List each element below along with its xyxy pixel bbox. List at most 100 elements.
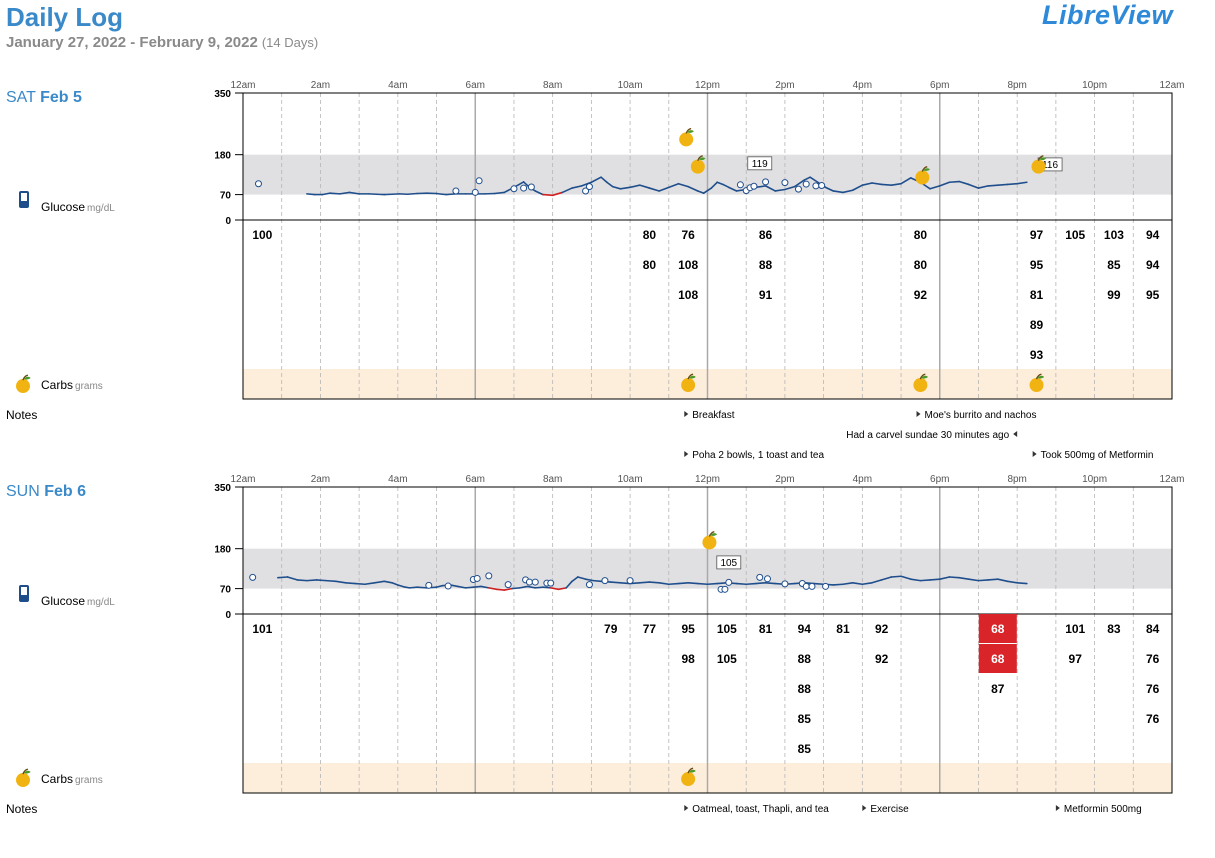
time-axis-label: 12am [1159,474,1184,485]
glucose-trace-segment [325,579,337,583]
apple-icon-body [681,378,696,393]
apple-icon-stem [685,127,692,134]
apple-icon-stem [708,530,715,537]
glucose-reading: 87 [991,682,1005,696]
glucose-trace-segment [722,183,730,189]
apple-icon-body [702,535,717,550]
time-axis-label: 4pm [853,80,872,91]
note-text: Metformin 500mg [1064,804,1142,815]
glucose-reading: 108 [678,288,698,302]
glucose-trace-segment [584,578,595,582]
glucose-reading: 85 [798,742,812,756]
glucose-scan-point [525,578,533,586]
glucose-trace-segment [648,581,660,584]
apple-icon-body [915,170,930,185]
glucose-reading: 108 [678,258,698,272]
glucose-reading: 76 [681,228,695,242]
glucose-trace-segment [580,181,593,187]
glucose-trace-segment [464,586,475,589]
glucose-trace-segment [774,188,786,192]
glucose-trace-segment [495,588,506,591]
glucose-trace-segment [1016,181,1028,185]
glucose-scan-point [444,582,452,590]
glucose-reading: 92 [914,288,928,302]
glucose-scan-point [781,179,789,187]
time-axis-label: 12pm [695,474,720,485]
y-axis-tick: 180 [214,545,231,556]
glucose-trace-segment [542,193,554,197]
carbs-apple-icon [16,768,31,788]
day-weekday: SUN [6,483,45,500]
glucose-trace-segment [824,186,835,192]
glucose-trace-segment [803,176,811,181]
glucose-trace-segment [755,581,767,585]
glucose-scan-point [585,183,593,191]
apple-icon-leaf [686,130,694,133]
glucose-trace-segment [697,190,705,194]
glucose-reading: 88 [798,652,812,666]
glucose-trace-segment [997,183,1009,186]
glucose-scan-point [547,579,555,587]
glucose-label-text: Glucose [41,200,86,214]
apple-icon-stem [687,767,694,774]
glucose-trace-segment [549,587,560,591]
time-axis-label: 6am [466,80,485,91]
glucose-reading: 76 [1146,682,1160,696]
glucose-scan-point [527,183,535,191]
apple-icon-body [16,379,30,394]
glucose-scan-point [520,184,528,192]
note-marker-icon [684,451,689,457]
glucose-trace-segment [606,181,614,188]
glucose-reading: 95 [1030,258,1044,272]
glucose-trace-segment [967,183,980,189]
day-chart-sat: 12am 2am 4am 6am 8am 10am 12pm 2pm 4pm 6pm 8pm 10pm… [214,80,1184,461]
glucose-reading: 92 [875,622,889,636]
glucose-reading: 91 [759,288,773,302]
time-axis-label: 8pm [1007,474,1026,485]
glucose-reading: 76 [1146,652,1160,666]
glucose-trace-segment [755,185,767,189]
glucose-reading: 105 [717,652,737,666]
glucose-trace-segment [948,180,960,184]
day-count: (14 Days) [261,35,319,50]
y-axis-tick: 350 [214,89,231,100]
time-axis-label: 12pm [695,80,720,91]
note-marker-icon [862,805,867,811]
glucose-scan-point [781,580,789,588]
glucose-trace-segment [534,190,544,196]
time-axis-label: 10am [618,80,643,91]
peak-callout-value: 105 [720,558,737,569]
time-axis-label: 10pm [1082,474,1107,485]
y-axis-tick: 350 [214,483,231,494]
glucose-trace-segment [354,582,366,586]
glucose-trace-segment [457,585,467,589]
glucose-reading: 68 [991,652,1005,666]
carbs-label: Carbs grams [41,378,103,392]
apple-icon-stem [22,768,29,775]
glucose-trace-segment [727,186,738,192]
glucose-scan-point [763,575,771,583]
glucose-trace-segment [764,581,777,585]
glucose-scan-point [475,177,483,185]
glucose-trace-segment [577,576,587,580]
apple-icon-leaf [1037,375,1045,379]
note-text: Poha 2 bowls, 1 toast and tea [692,450,824,461]
glucose-scan-point [725,578,733,586]
libreview-logo: LibreView [1041,0,1173,30]
glucose-trace-segment [697,582,709,586]
glucose-trace-segment [364,581,376,586]
glucose-label: Glucose mg/dL [41,200,115,214]
glucose-trace-segment [735,582,748,586]
day-chart-sun: 12am 2am 4am 6am 8am 10am 12pm 2pm 4pm 6pm 8pm 10pm… [214,474,1184,815]
glucose-reading: 99 [1107,288,1121,302]
glucose-trace-segment [611,185,622,190]
glucose-trace-segment [338,191,351,195]
glucose-trace-segment [518,585,529,589]
note-text: Moe's burrito and nachos [925,410,1037,421]
y-axis-tick: 70 [220,585,232,596]
time-axis-label: 4am [388,80,407,91]
glucose-scan-point [762,178,770,186]
date-range: January 27, 2022 - February 9, 2022 (14 D… [6,34,318,51]
note-text: Had a carvel sundae 30 minutes ago [846,430,1009,441]
glucose-trace-segment [329,192,341,195]
